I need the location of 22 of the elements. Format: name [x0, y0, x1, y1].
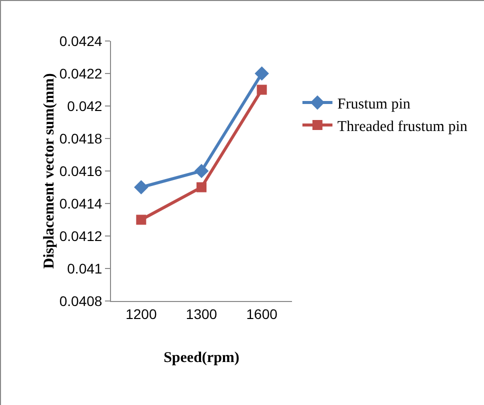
point — [196, 182, 206, 192]
x-tick-label: 1300 — [186, 306, 218, 322]
point — [194, 164, 209, 178]
y-tick-label: 0.0418 — [59, 130, 102, 146]
y-tick-label: 0.0424 — [59, 32, 102, 49]
y-tick-label: 0.0422 — [59, 65, 102, 82]
point — [254, 66, 269, 81]
point — [136, 214, 146, 225]
legend-label: Frustum pin — [337, 96, 411, 112]
y-axis-title: Displacement vector sum(mm) — [41, 73, 58, 269]
point — [134, 180, 148, 194]
x-tick-label: 1200 — [126, 306, 157, 322]
x-axis-title: Speed(rpm) — [164, 350, 240, 366]
y-tick-label: 0.0408 — [59, 292, 102, 309]
y-tick-label: 0.0412 — [59, 228, 102, 244]
y-tick-label: 0.0416 — [59, 162, 102, 179]
point — [256, 84, 267, 95]
x-tick-label: 1600 — [246, 306, 278, 322]
y-tick-label: 0.0414 — [59, 195, 102, 212]
y-tick-label: 0.041 — [67, 260, 102, 276]
legend-label: Threaded frustum pin — [337, 118, 468, 135]
y-tick-label: 0.042 — [67, 98, 102, 114]
